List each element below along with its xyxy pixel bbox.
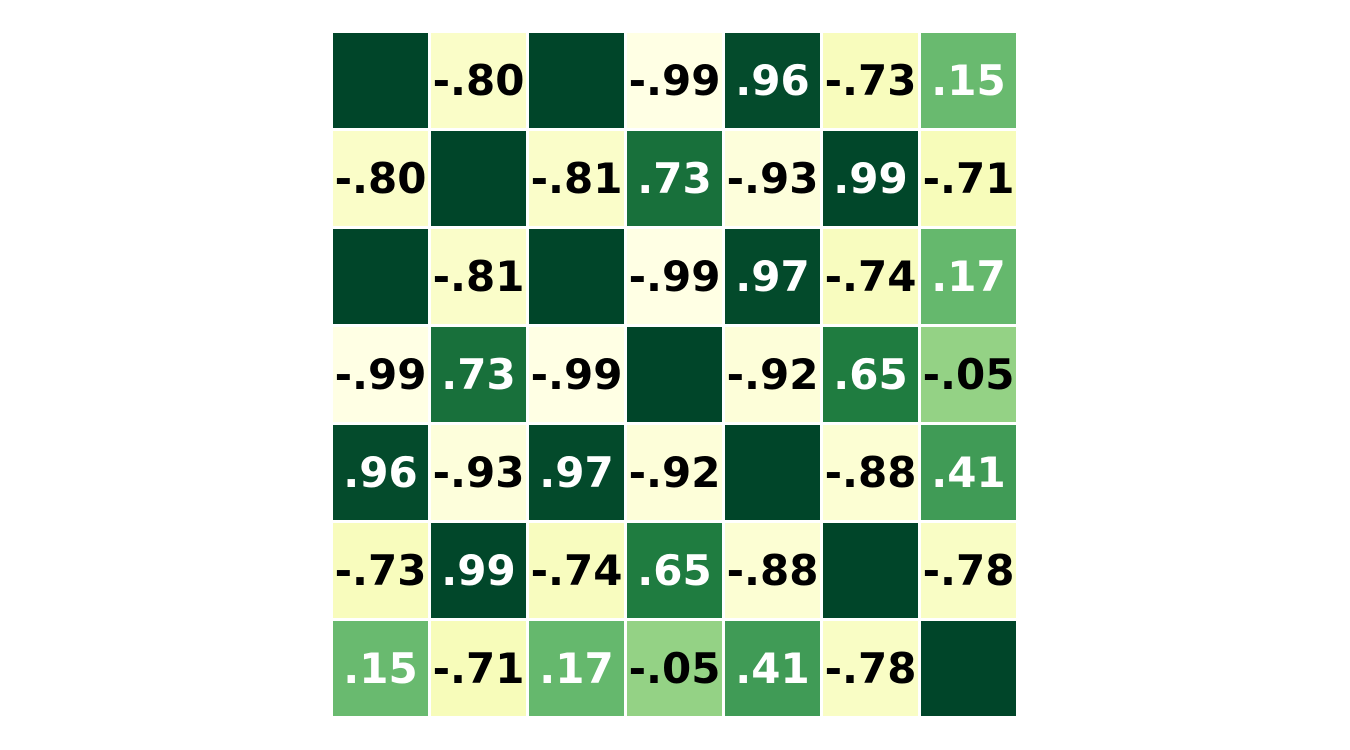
heatmap-cell-label-r3-c5: .65 bbox=[833, 350, 907, 399]
heatmap-cell-r3-c2 bbox=[529, 327, 624, 422]
heatmap-cell-label-r3-c6: -.05 bbox=[923, 350, 1015, 399]
heatmap-cell-label-r1-c0: -.80 bbox=[335, 154, 427, 203]
heatmap-cell-label-r0-c4: .96 bbox=[735, 56, 809, 105]
heatmap-cell-r5-c4 bbox=[725, 523, 820, 618]
heatmap-cell-r3-c6 bbox=[921, 327, 1016, 422]
heatmap-cell-r1-c3 bbox=[627, 131, 722, 226]
heatmap-cell-label-r2-c6: .17 bbox=[931, 252, 1005, 301]
heatmap-cell-label-r1-c5: .99 bbox=[833, 154, 907, 203]
heatmap-cell-r6-c2 bbox=[529, 621, 624, 716]
heatmap-cell-r5-c1 bbox=[431, 523, 526, 618]
heatmap-cell-r4-c3 bbox=[627, 425, 722, 520]
heatmap-cell-label-r6-c3: -.05 bbox=[629, 644, 721, 693]
heatmap-cell-label-r0-c3: -.99 bbox=[629, 56, 721, 105]
heatmap-cell-label-r3-c2: -.99 bbox=[531, 350, 623, 399]
heatmap-cell-label-r1-c6: -.71 bbox=[923, 154, 1015, 203]
heatmap-cell-r0-c4 bbox=[725, 33, 820, 128]
heatmap-cell-r3-c4 bbox=[725, 327, 820, 422]
heatmap-cell-label-r1-c2: -.81 bbox=[531, 154, 623, 203]
heatmap-cell-r4-c1 bbox=[431, 425, 526, 520]
heatmap-labels: -.80 -.99.96 -.73.15-.80 -.81.73 -.93.99 -.71… bbox=[335, 56, 1015, 693]
heatmap-cell-label-r5-c0: -.73 bbox=[335, 546, 427, 595]
heatmap-cell-r6-c4 bbox=[725, 621, 820, 716]
heatmap-cell-r4-c4 bbox=[725, 425, 820, 520]
heatmap-cell-r0-c5 bbox=[823, 33, 918, 128]
heatmap-cell-r1-c1 bbox=[431, 131, 526, 226]
heatmap-cell-r5-c0 bbox=[333, 523, 428, 618]
heatmap-cell-label-r4-c5: -.88 bbox=[825, 448, 917, 497]
heatmap-cell-r0-c2 bbox=[529, 33, 624, 128]
heatmap-cell-r6-c5 bbox=[823, 621, 918, 716]
heatmap-cell-r2-c5 bbox=[823, 229, 918, 324]
heatmap-cell-r1-c2 bbox=[529, 131, 624, 226]
heatmap-cell-label-r4-c2: .97 bbox=[539, 448, 613, 497]
heatmap-cell-label-r5-c1: .99 bbox=[441, 546, 515, 595]
heatmap-cell-r1-c5 bbox=[823, 131, 918, 226]
heatmap-cell-r0-c0 bbox=[333, 33, 428, 128]
heatmap-cell-label-r5-c6: -.78 bbox=[923, 546, 1015, 595]
heatmap-cell-r3-c5 bbox=[823, 327, 918, 422]
heatmap-cell-r0-c3 bbox=[627, 33, 722, 128]
heatmap-cell-label-r6-c0: .15 bbox=[343, 644, 417, 693]
heatmap-cell-label-r0-c1: -.80 bbox=[433, 56, 525, 105]
heatmap-cell-r4-c6 bbox=[921, 425, 1016, 520]
heatmap-cell-r6-c6 bbox=[921, 621, 1016, 716]
heatmap-cell-r2-c6 bbox=[921, 229, 1016, 324]
heatmap-cell-r1-c0 bbox=[333, 131, 428, 226]
heatmap-cell-r5-c3 bbox=[627, 523, 722, 618]
heatmap-cell-r2-c2 bbox=[529, 229, 624, 324]
heatmap-cell-label-r4-c3: -.92 bbox=[629, 448, 721, 497]
heatmap-cell-r5-c2 bbox=[529, 523, 624, 618]
heatmap-cell-r6-c1 bbox=[431, 621, 526, 716]
heatmap-cell-r2-c3 bbox=[627, 229, 722, 324]
heatmap-cell-label-r2-c3: -.99 bbox=[629, 252, 721, 301]
heatmap-cell-label-r6-c2: .17 bbox=[539, 644, 613, 693]
heatmap-cell-label-r3-c4: -.92 bbox=[727, 350, 819, 399]
heatmap-cell-r6-c3 bbox=[627, 621, 722, 716]
heatmap-cell-label-r5-c2: -.74 bbox=[531, 546, 623, 595]
heatmap-cell-r4-c0 bbox=[333, 425, 428, 520]
heatmap-cell-r3-c1 bbox=[431, 327, 526, 422]
heatmap-cell-label-r6-c4: .41 bbox=[735, 644, 809, 693]
heatmap-cell-r0-c6 bbox=[921, 33, 1016, 128]
heatmap-cell-label-r2-c5: -.74 bbox=[825, 252, 917, 301]
heatmap-cell-label-r4-c1: -.93 bbox=[433, 448, 525, 497]
heatmap-cell-r1-c6 bbox=[921, 131, 1016, 226]
heatmap-cell-r5-c6 bbox=[921, 523, 1016, 618]
heatmap-cell-label-r1-c4: -.93 bbox=[727, 154, 819, 203]
heatmap-cells bbox=[333, 33, 1016, 716]
heatmap-cell-r3-c0 bbox=[333, 327, 428, 422]
heatmap-cell-r4-c2 bbox=[529, 425, 624, 520]
heatmap-cell-r6-c0 bbox=[333, 621, 428, 716]
heatmap-cell-label-r5-c4: -.88 bbox=[727, 546, 819, 595]
heatmap-cell-label-r3-c1: .73 bbox=[441, 350, 515, 399]
heatmap-cell-label-r0-c5: -.73 bbox=[825, 56, 917, 105]
heatmap-cell-r2-c1 bbox=[431, 229, 526, 324]
heatmap-cell-r4-c5 bbox=[823, 425, 918, 520]
heatmap-cell-label-r1-c3: .73 bbox=[637, 154, 711, 203]
heatmap-cell-label-r6-c5: -.78 bbox=[825, 644, 917, 693]
heatmap-cell-label-r2-c4: .97 bbox=[735, 252, 809, 301]
heatmap-cell-label-r4-c6: .41 bbox=[931, 448, 1005, 497]
heatmap-cell-r5-c5 bbox=[823, 523, 918, 618]
heatmap-cell-label-r3-c0: -.99 bbox=[335, 350, 427, 399]
heatmap-cell-label-r2-c1: -.81 bbox=[433, 252, 525, 301]
heatmap-cell-label-r5-c3: .65 bbox=[637, 546, 711, 595]
heatmap-cell-label-r4-c0: .96 bbox=[343, 448, 417, 497]
heatmap-cell-label-r6-c1: -.71 bbox=[433, 644, 525, 693]
heatmap-cell-r2-c4 bbox=[725, 229, 820, 324]
heatmap-cell-r2-c0 bbox=[333, 229, 428, 324]
heatmap-cell-r3-c3 bbox=[627, 327, 722, 422]
heatmap-cell-label-r0-c6: .15 bbox=[931, 56, 1005, 105]
heatmap-cell-r1-c4 bbox=[725, 131, 820, 226]
heatmap-cell-r0-c1 bbox=[431, 33, 526, 128]
